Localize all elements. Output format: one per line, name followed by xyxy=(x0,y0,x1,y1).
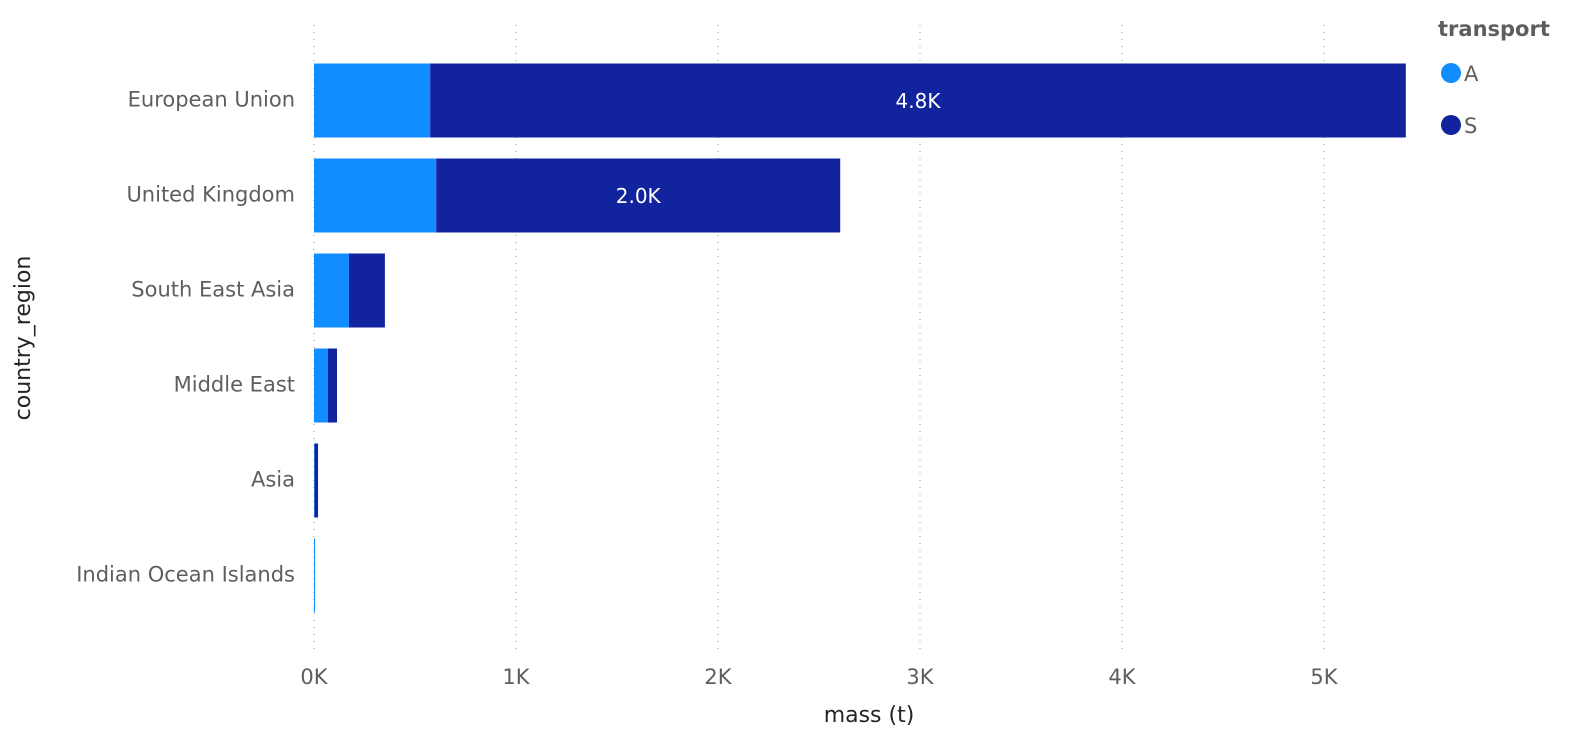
y-tick-label: European Union xyxy=(128,88,295,112)
data-label: 2.0K xyxy=(616,184,662,208)
legend-label: S xyxy=(1464,114,1477,138)
x-tick-label: 5K xyxy=(1310,665,1338,689)
x-tick-label: 4K xyxy=(1108,665,1136,689)
legend-title: transport xyxy=(1438,17,1550,41)
bar-segment xyxy=(348,253,385,328)
x-tick-label: 2K xyxy=(704,665,732,689)
legend-label: A xyxy=(1464,62,1479,86)
y-tick-label: Middle East xyxy=(174,373,295,397)
bar-segment xyxy=(314,443,315,518)
y-tick-label: United Kingdom xyxy=(126,183,295,207)
x-tick-label: 1K xyxy=(502,665,530,689)
bar-segment xyxy=(327,348,338,423)
y-axis-title: country_region xyxy=(11,256,36,421)
y-tick-label: South East Asia xyxy=(131,278,295,302)
bar-segment xyxy=(314,63,431,138)
bar-segment xyxy=(436,158,841,233)
bar-segment xyxy=(314,538,316,613)
x-tick-label: 3K xyxy=(906,665,934,689)
bar-segment xyxy=(314,443,319,518)
bar-segment xyxy=(314,253,349,328)
legend-marker xyxy=(1441,115,1461,135)
bar-segment xyxy=(314,348,328,423)
legend-marker xyxy=(1441,63,1461,83)
data-label: 4.8K xyxy=(896,89,942,113)
y-tick-label: Asia xyxy=(251,468,295,492)
x-axis-title: mass (t) xyxy=(824,703,915,728)
bar-segment xyxy=(314,158,437,233)
x-tick-label: 0K xyxy=(300,665,328,689)
y-tick-label: Indian Ocean Islands xyxy=(76,563,295,587)
bar-segment xyxy=(430,63,1406,138)
